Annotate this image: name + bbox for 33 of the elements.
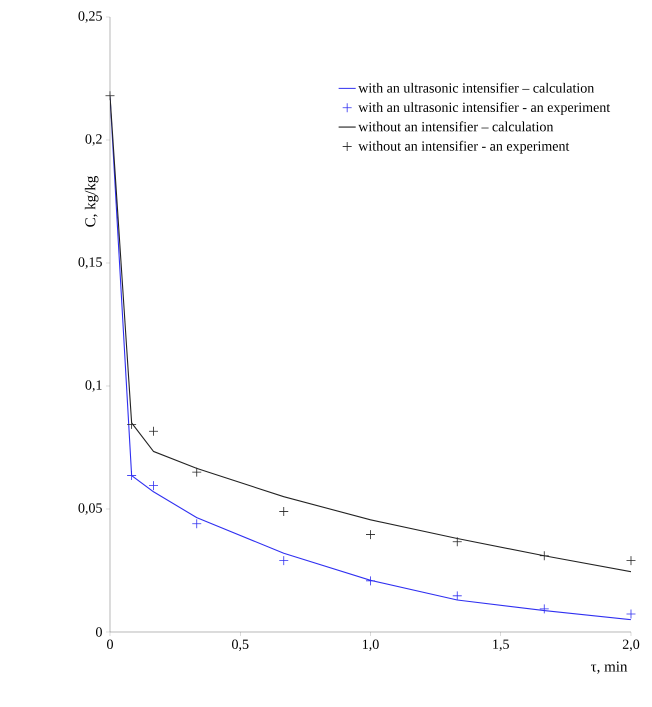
point xyxy=(148,480,158,491)
legend-label: with an ultrasonic intensifier – calculation xyxy=(358,82,594,93)
point xyxy=(539,550,550,561)
point xyxy=(126,470,137,480)
point xyxy=(192,518,202,529)
point xyxy=(452,590,462,601)
y-tick-label: 0,2 xyxy=(86,134,102,146)
point xyxy=(192,467,202,477)
point xyxy=(105,90,115,101)
point xyxy=(126,419,137,430)
point xyxy=(539,604,550,614)
y-tick-label: 0,05 xyxy=(78,503,102,515)
x-tick-label: 1,5 xyxy=(493,640,509,651)
x-tick-label: 0 xyxy=(107,640,113,649)
x-tick-label: 1,0 xyxy=(362,640,379,651)
legend-label: without an intensifier - an experiment xyxy=(358,140,570,154)
point xyxy=(366,530,376,540)
point xyxy=(366,576,376,586)
legend-label: with an ultrasonic intensifier - an experiment xyxy=(358,102,610,115)
y-tick-label: 0,1 xyxy=(86,380,102,392)
point xyxy=(278,556,289,566)
y-tick-label: 0,25 xyxy=(78,11,102,23)
y-axis-title: C, kg/kg xyxy=(84,176,98,227)
y-tick-label: 0 xyxy=(96,627,102,637)
point xyxy=(278,506,289,516)
point xyxy=(626,556,636,566)
x-tick-label: 0,5 xyxy=(232,640,248,651)
y-tick-label: 0,15 xyxy=(78,257,102,269)
x-axis-title: τ, min xyxy=(590,662,628,674)
point xyxy=(148,426,158,436)
x-tick-label: 2,0 xyxy=(622,640,640,651)
legend-label: without an intensifier – calculation xyxy=(358,121,554,132)
point xyxy=(452,536,462,547)
